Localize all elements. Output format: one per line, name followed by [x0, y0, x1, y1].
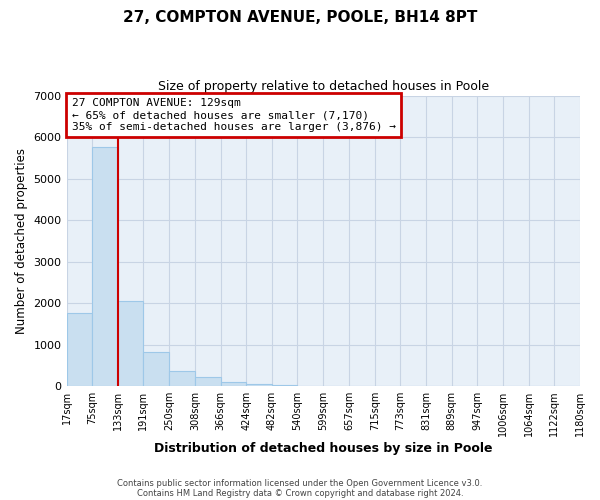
Text: 27, COMPTON AVENUE, POOLE, BH14 8PT: 27, COMPTON AVENUE, POOLE, BH14 8PT: [123, 10, 477, 25]
Bar: [221, 382, 246, 386]
Bar: [246, 384, 272, 386]
Y-axis label: Number of detached properties: Number of detached properties: [15, 148, 28, 334]
Bar: [92, 148, 118, 386]
Text: Contains HM Land Registry data © Crown copyright and database right 2024.: Contains HM Land Registry data © Crown c…: [137, 488, 463, 498]
Title: Size of property relative to detached houses in Poole: Size of property relative to detached ho…: [158, 80, 489, 93]
Bar: [118, 301, 143, 386]
Text: Contains public sector information licensed under the Open Government Licence v3: Contains public sector information licen…: [118, 478, 482, 488]
Bar: [169, 370, 195, 386]
Bar: [143, 352, 169, 386]
Text: 27 COMPTON AVENUE: 129sqm
← 65% of detached houses are smaller (7,170)
35% of se: 27 COMPTON AVENUE: 129sqm ← 65% of detac…: [71, 98, 395, 132]
X-axis label: Distribution of detached houses by size in Poole: Distribution of detached houses by size …: [154, 442, 493, 455]
Bar: [195, 377, 221, 386]
Bar: [67, 314, 92, 386]
